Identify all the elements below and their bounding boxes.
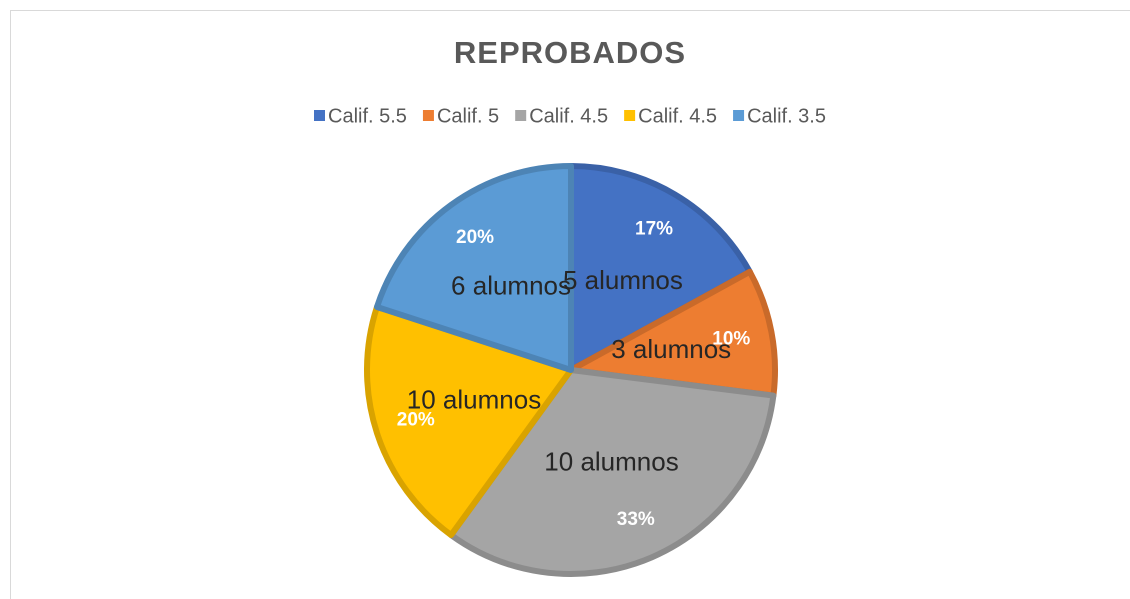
- data-label: 20%: [397, 409, 435, 430]
- data-label: 20%: [456, 227, 494, 248]
- legend-label: Calif. 4.5: [638, 105, 717, 127]
- pie-slice: [568, 163, 753, 373]
- legend-label: Calif. 3.5: [747, 105, 826, 127]
- legend-swatch: [515, 110, 527, 121]
- legend-swatch: [733, 110, 745, 121]
- data-label: 33%: [617, 509, 655, 530]
- chart-title: REPROBADOS: [454, 35, 686, 70]
- pie-slice: [568, 268, 778, 399]
- slice-label: 10 alumnos: [544, 446, 678, 476]
- data-label: 17%: [635, 219, 673, 240]
- slice-label: 10 alumnos: [407, 384, 541, 414]
- slice-label: 6 alumnos: [451, 270, 571, 300]
- slice-label: 3 alumnos: [611, 334, 731, 364]
- legend: Calif. 5.5 Calif. 5 Calif. 4.5 Calif. 4.5 Ca…: [314, 105, 826, 127]
- legend-swatch: [422, 110, 434, 121]
- data-label: 10%: [712, 328, 750, 349]
- slice-label: 5 alumnos: [563, 265, 683, 295]
- legend-swatch: [314, 110, 325, 121]
- legend-label: Calif. 4.5: [529, 105, 608, 127]
- pie-slice: [448, 367, 777, 577]
- pie-slice: [364, 303, 574, 539]
- pie-slice: [373, 163, 574, 373]
- legend-label: Calif. 5: [437, 105, 499, 127]
- legend-swatch: [624, 110, 636, 121]
- legend-label: Calif. 5.5: [328, 105, 407, 127]
